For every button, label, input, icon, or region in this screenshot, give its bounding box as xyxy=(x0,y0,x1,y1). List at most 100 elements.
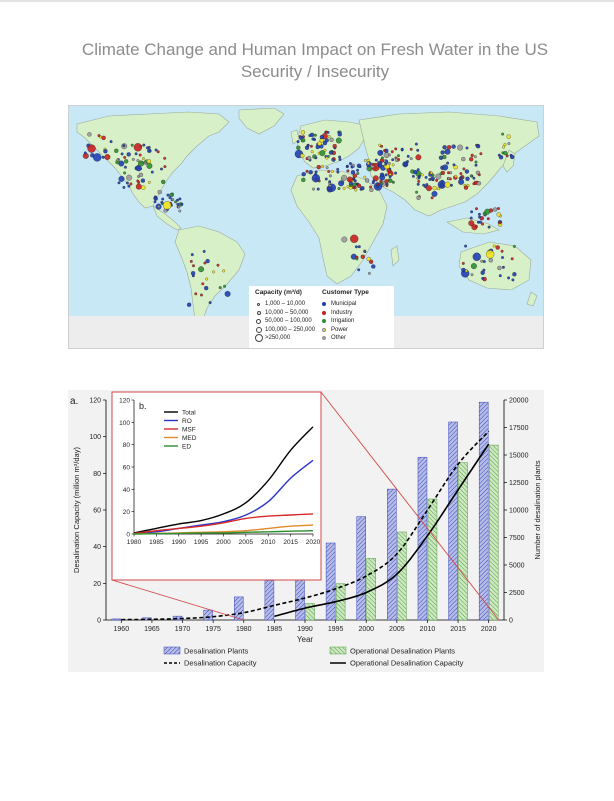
plant-marker xyxy=(305,169,309,173)
x-tick-label: 2020 xyxy=(481,626,497,633)
chart-canvas: a. 0 20 40 60 80 100 120 0 2500 5000 7500 10000 12500… xyxy=(70,391,542,668)
legend-swatch-operational-plants xyxy=(329,646,347,655)
x-tick-label: 2000 xyxy=(358,626,374,633)
plant-marker xyxy=(160,200,164,204)
plant-marker xyxy=(301,172,306,177)
bar-operational-plants xyxy=(366,558,376,621)
bar-desalination-plants xyxy=(448,421,458,621)
plant-marker xyxy=(316,164,321,170)
plant-marker xyxy=(136,159,140,163)
plant-marker xyxy=(472,252,481,261)
inset-x-tick-label: 1990 xyxy=(172,539,187,546)
plant-marker xyxy=(377,149,384,156)
left-tick-label: 80 xyxy=(93,471,101,478)
right-tick-label: 20000 xyxy=(509,398,529,405)
plant-marker xyxy=(384,179,389,184)
plant-marker xyxy=(403,161,408,167)
plant-marker xyxy=(87,132,92,137)
customer-type-legend-heading: Customer Type xyxy=(322,289,369,296)
plant-marker xyxy=(178,209,182,213)
plant-marker xyxy=(122,144,126,148)
inset-legend-label: MED xyxy=(182,435,197,442)
page-title-line1: Climate Change and Human Impact on Fresh… xyxy=(81,40,549,59)
plant-marker xyxy=(469,174,473,178)
plant-marker xyxy=(308,134,312,137)
plant-marker xyxy=(495,245,500,250)
plant-marker xyxy=(470,273,474,277)
plant-marker xyxy=(420,173,424,177)
plant-marker xyxy=(512,244,516,248)
plant-marker xyxy=(363,158,367,162)
plant-marker xyxy=(486,217,490,221)
plant-marker xyxy=(126,174,133,181)
plant-marker xyxy=(484,208,491,215)
plant-marker xyxy=(352,186,356,190)
inset-x-tick-label: 2020 xyxy=(306,539,321,546)
inset-y-tick-label: 60 xyxy=(123,465,131,472)
top-divider xyxy=(0,0,614,2)
legend-label-operational-plants: Operational Desalination Plants xyxy=(350,647,455,656)
plant-marker xyxy=(309,144,313,148)
plant-marker xyxy=(346,169,350,173)
inset-x-tick-label: 1980 xyxy=(127,539,142,546)
plant-marker xyxy=(353,179,357,183)
x-tick-label: 2015 xyxy=(450,626,466,633)
plant-marker xyxy=(397,154,400,158)
plant-marker xyxy=(502,145,506,149)
plant-marker xyxy=(429,171,433,175)
customer-type-power: Power xyxy=(322,326,369,335)
plant-marker xyxy=(414,142,418,146)
desalination-world-map: Capacity (m³/d) 1,000 – 10,000 10,000 – … xyxy=(68,105,544,349)
legend-label-desalination-capacity: Desalination Capacity xyxy=(184,659,257,668)
x-tick-label: 1960 xyxy=(114,626,130,633)
plant-marker xyxy=(422,183,426,187)
inset-line-ed xyxy=(133,530,314,535)
plant-marker xyxy=(360,254,365,259)
x-tick-label: 1975 xyxy=(205,626,221,633)
left-tick-label: 120 xyxy=(89,398,101,405)
capacity-class-5: >250,000 xyxy=(255,334,315,343)
plant-marker xyxy=(355,255,359,259)
plant-marker xyxy=(474,224,478,228)
plant-marker xyxy=(124,159,129,164)
plant-marker xyxy=(153,200,157,204)
plant-marker xyxy=(189,259,193,263)
plant-marker xyxy=(459,172,463,176)
panel-b-label: b. xyxy=(139,401,147,411)
plant-marker xyxy=(338,180,345,187)
plant-marker xyxy=(474,163,478,167)
plant-marker xyxy=(446,145,452,150)
plant-marker xyxy=(511,278,515,282)
plant-marker xyxy=(157,205,161,208)
plant-marker xyxy=(135,165,142,172)
plant-marker xyxy=(348,162,352,165)
plant-marker xyxy=(125,181,129,185)
plant-marker xyxy=(308,170,313,175)
plant-marker xyxy=(497,207,500,210)
plant-marker xyxy=(97,134,101,138)
plant-marker xyxy=(150,170,154,174)
plant-marker xyxy=(354,188,358,192)
right-tick-label: 15000 xyxy=(509,453,529,460)
plant-marker xyxy=(473,155,477,159)
plant-marker xyxy=(503,150,508,156)
plant-marker xyxy=(325,166,329,170)
plant-marker xyxy=(416,168,420,172)
plant-marker xyxy=(332,143,337,149)
madagascar xyxy=(390,245,400,267)
plant-marker xyxy=(409,157,413,161)
plant-marker xyxy=(301,177,306,183)
inset-legend-label: Total xyxy=(182,410,196,417)
plant-marker xyxy=(464,244,468,248)
plant-marker xyxy=(208,301,212,305)
plant-marker xyxy=(313,133,317,137)
plant-marker xyxy=(478,215,482,219)
plant-marker xyxy=(335,137,342,144)
plant-marker xyxy=(103,149,108,154)
plant-marker xyxy=(321,164,324,168)
inset-y-tick-label: 0 xyxy=(126,532,130,539)
plant-marker xyxy=(144,161,147,165)
bar-desalination-plants xyxy=(264,580,275,621)
bar-operational-plants xyxy=(397,531,407,621)
plant-marker xyxy=(479,220,482,224)
